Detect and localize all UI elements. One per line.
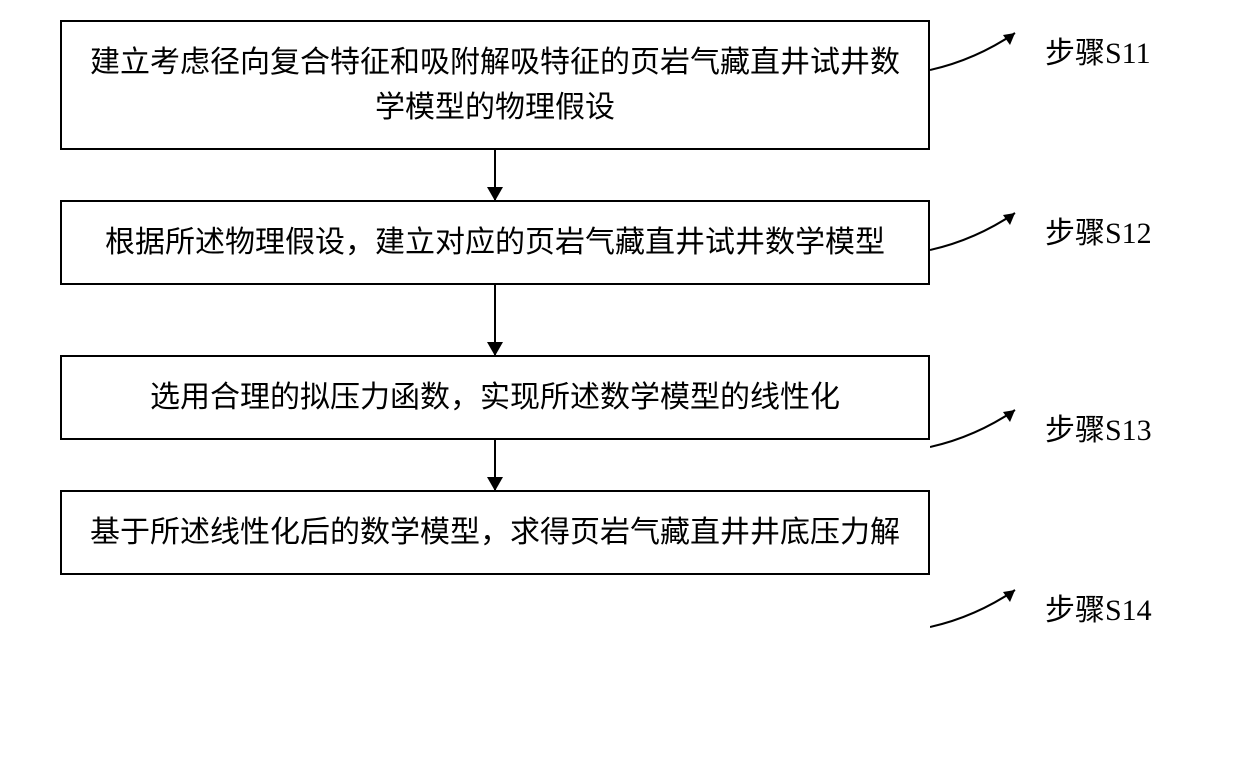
step-label-s12: 步骤S12: [1045, 208, 1152, 252]
label-text: 步骤S12: [1045, 217, 1152, 250]
step-label-s14: 步骤S14: [1045, 585, 1152, 629]
step-box-s11: 建立考虑径向复合特征和吸附解吸特征的页岩气藏直井试井数学模型的物理假设: [60, 20, 930, 150]
label-text: 步骤S11: [1045, 37, 1151, 70]
connector-arrow-s12: [930, 205, 1050, 265]
label-text: 步骤S14: [1045, 594, 1152, 627]
step-text: 基于所述线性化后的数学模型，求得页岩气藏直井井底压力解: [90, 516, 900, 549]
step-label-s11: 步骤S11: [1045, 28, 1151, 72]
label-text: 步骤S13: [1045, 414, 1152, 447]
step-text: 根据所述物理假设，建立对应的页岩气藏直井试井数学模型: [105, 226, 885, 259]
step-box-s13: 选用合理的拟压力函数，实现所述数学模型的线性化: [60, 355, 930, 440]
flowchart-container: 建立考虑径向复合特征和吸附解吸特征的页岩气藏直井试井数学模型的物理假设 步骤S1…: [60, 20, 930, 575]
step-box-s12: 根据所述物理假设，建立对应的页岩气藏直井试井数学模型: [60, 200, 930, 285]
step-label-s13: 步骤S13: [1045, 405, 1152, 449]
step-text: 建立考虑径向复合特征和吸附解吸特征的页岩气藏直井试井数学模型的物理假设: [90, 46, 900, 124]
arrow-down-2: [494, 285, 496, 355]
step-box-s14: 基于所述线性化后的数学模型，求得页岩气藏直井井底压力解: [60, 490, 930, 575]
arrow-down-1: [494, 150, 496, 200]
step-text: 选用合理的拟压力函数，实现所述数学模型的线性化: [150, 381, 840, 414]
arrow-down-3: [494, 440, 496, 490]
connector-arrow-s13: [930, 402, 1050, 462]
connector-arrow-s11: [930, 25, 1050, 85]
connector-arrow-s14: [930, 582, 1050, 642]
